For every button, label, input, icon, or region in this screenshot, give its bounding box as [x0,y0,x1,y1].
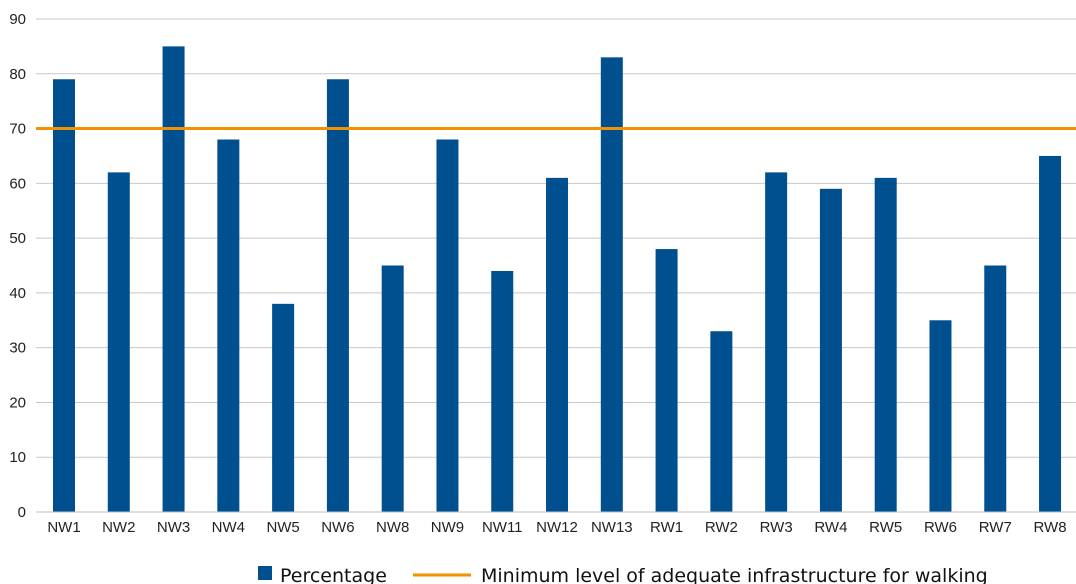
x-tick-label: NW1 [47,519,80,536]
x-tick-label: NW11 [482,519,523,536]
x-tick-label: RW5 [869,519,902,536]
legend-swatch-percentage [258,566,272,580]
bar-nw13 [600,57,623,512]
x-tick-label: NW5 [266,519,299,536]
x-tick-label: NW13 [591,519,633,536]
bar-nw11 [491,270,514,512]
x-tick-label: NW8 [376,519,409,536]
y-tick-label: 60 [9,175,26,192]
legend: Percentage Minimum level of adequate inf… [258,565,988,584]
y-tick-label: 30 [9,340,26,357]
bar-nw12 [546,177,569,512]
bar-rw4 [819,188,842,513]
bar-rw8 [1039,155,1062,512]
x-tick-label: RW6 [924,519,957,536]
y-tick-label: 20 [9,394,26,411]
legend-label-percentage: Percentage [280,565,387,584]
x-tick-label: NW4 [212,519,245,536]
y-tick-label: 90 [9,11,26,28]
y-tick-label: 10 [9,449,26,466]
bar-rw5 [874,177,897,512]
x-tick-label: RW2 [705,519,738,536]
bar-nw2 [107,172,130,512]
x-tick-label: NW3 [157,519,190,536]
bar-nw5 [272,303,295,512]
x-tick-label: RW4 [814,519,847,536]
x-tick-label: NW2 [102,519,135,536]
bar-nw9 [436,139,459,512]
x-tick-label: NW9 [431,519,464,536]
x-tick-label: NW6 [321,519,354,536]
bar-nw1 [53,79,75,512]
x-tick-label: NW12 [536,519,578,536]
y-tick-label: 40 [9,285,26,302]
bar-rw6 [929,320,952,512]
x-tick-label: RW7 [979,519,1012,536]
y-tick-label: 0 [18,504,26,521]
bar-rw7 [984,265,1007,512]
bar-nw4 [217,139,240,512]
bar-rw3 [765,172,788,512]
y-axis-tick-labels: 0 10 20 30 40 50 60 70 80 90 [9,11,26,521]
bar-nw3 [162,46,185,513]
legend-label-reference-line: Minimum level of adequate infrastructure… [481,565,988,584]
x-axis-tick-labels: NW1 NW2 NW3 NW4 NW5 NW6 NW8 NW9 NW11 NW12 NW13 RW1 R… [47,519,1066,536]
bar-rw2 [710,331,733,512]
x-tick-label: RW3 [760,519,793,536]
bar-rw1 [655,249,678,513]
bar-nw6 [326,79,349,512]
y-tick-label: 80 [9,66,26,83]
bar-series [53,46,1062,513]
y-tick-label: 50 [9,230,26,247]
y-tick-label: 70 [9,121,26,138]
bar-nw8 [381,265,404,512]
x-tick-label: RW8 [1034,519,1067,536]
x-tick-label: RW1 [650,519,683,536]
